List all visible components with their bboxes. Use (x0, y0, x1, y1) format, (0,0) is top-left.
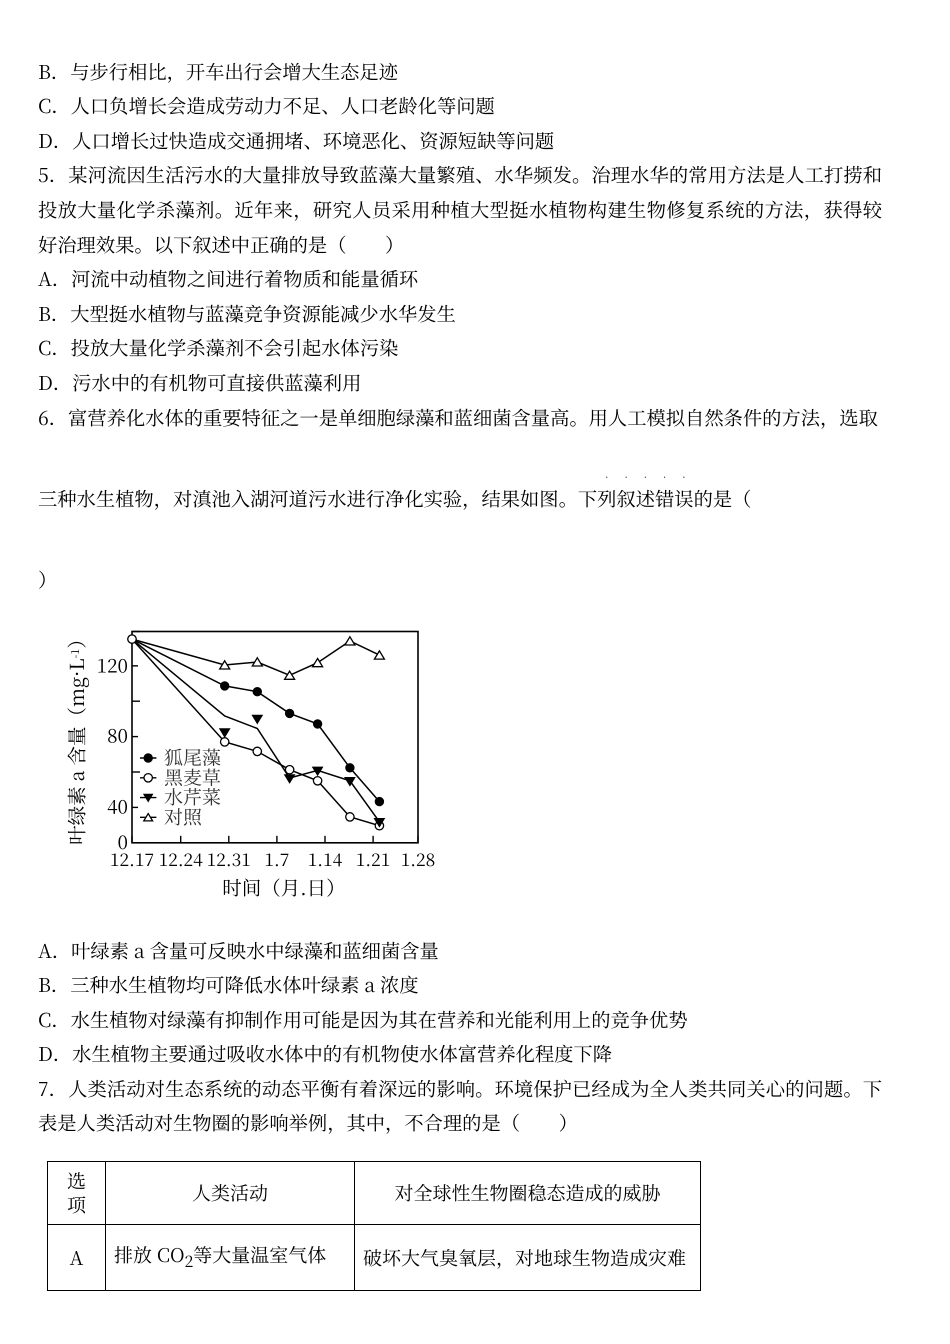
svg-text:120: 120 (97, 652, 128, 679)
svg-text:1.14: 1.14 (308, 847, 343, 872)
svg-text:40: 40 (107, 792, 128, 819)
svg-text:1.7: 1.7 (264, 847, 289, 872)
svg-text:1.21: 1.21 (356, 847, 391, 872)
svg-text:1.28: 1.28 (401, 847, 436, 872)
svg-text:80: 80 (107, 722, 128, 749)
svg-text:叶绿素 a 含量（mg·L-1）: 叶绿素 a 含量（mg·L-1） (62, 629, 90, 845)
svg-text:12.24: 12.24 (159, 847, 204, 872)
svg-text:12.31: 12.31 (207, 847, 251, 872)
svg-text:对照: 对照 (164, 803, 203, 830)
svg-text:时间（月.日）: 时间（月.日） (222, 873, 345, 901)
svg-text:12.17: 12.17 (110, 847, 154, 872)
